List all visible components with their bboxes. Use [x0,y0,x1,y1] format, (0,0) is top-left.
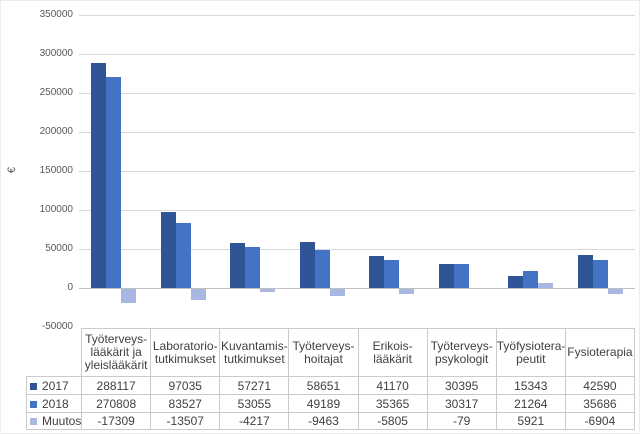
bar-Muutos-0 [121,289,136,303]
table-value-cell: -17309 [81,412,152,430]
table-value-cell: 15343 [495,376,566,395]
bar-Muutos-6 [538,283,553,288]
y-axis-tick-label: 300000 [39,48,73,59]
table-value-cell: 83527 [150,394,221,413]
bar-Muutos-2 [260,289,275,292]
data-table: Työterveys-lääkärit ja yleislääkärit Labor… [25,328,636,430]
table-header-cell: Laboratorio-tutkimukset [150,328,221,377]
table-value-cell: 49189 [288,394,359,413]
table-row-2018: 2018 270808 83527 53055 49189 35365 30317 21264… [25,394,636,413]
table-value-cell: -79 [426,412,497,430]
gridline [79,249,635,250]
legend-swatch-2017 [30,382,37,390]
table-value-cell: 35686 [564,394,636,413]
table-header-cell: Työterveys-hoitajat [288,328,359,377]
table-value-cell: -5805 [357,412,428,430]
bar-2018-0 [106,77,121,288]
table-header-cell: Kuvantamis-tutkimukset [219,328,290,377]
table-value-cell: 42590 [564,376,636,395]
bar-Muutos-3 [330,289,345,296]
bar-2018-5 [454,264,469,288]
bar-2017-5 [439,264,454,288]
legend-swatch-2018 [30,400,37,408]
bar-2017-1 [161,212,176,288]
plot-area [79,15,635,327]
gridline [79,210,635,211]
table-value-cell: -13507 [150,412,221,430]
table-row-Muutos: Muutos -17309 -13507 -4217 -9463 -5805 -79 5921… [25,412,636,430]
table-header-cell: Työterveys-psykologit [426,328,497,377]
y-axis-tick-label: 100000 [39,204,73,215]
bar-2018-1 [176,223,191,288]
bar-2017-0 [91,63,106,288]
table-value-cell: 57271 [219,376,290,395]
table-value-cell: 5921 [495,412,566,430]
bar-Muutos-4 [399,289,414,294]
bar-2017-3 [300,242,315,288]
gridline [79,132,635,133]
table-value-cell: -6904 [564,412,636,430]
table-value-cell: -4217 [219,412,290,430]
table-header-cell: Erikois-lääkärit [357,328,428,377]
table-value-cell: 21264 [495,394,566,413]
table-value-cell: 58651 [288,376,359,395]
bar-2018-4 [384,260,399,288]
zero-axis-line [79,288,635,289]
gridline [79,171,635,172]
bar-2018-2 [245,247,260,288]
table-corner-cell [27,329,82,377]
bar-Muutos-1 [191,289,206,300]
legend-swatch-Muutos [30,418,37,425]
y-axis-tick-label: 50000 [45,243,73,254]
table-value-cell: 97035 [150,376,221,395]
bar-2018-3 [315,250,330,288]
table-value-cell: -9463 [288,412,359,430]
table-value-cell: 288117 [81,376,152,395]
table-header-cell: Työterveys-lääkärit ja yleislääkärit [81,328,152,377]
gridline [79,15,635,16]
y-axis-tick-label: 250000 [39,87,73,98]
legend-cell-Muutos: Muutos [25,412,83,430]
gridline [79,54,635,55]
legend-label: 2018 [42,396,69,411]
table-value-cell: 30317 [426,394,497,413]
y-axis-tick-label: 200000 [39,126,73,137]
legend-label: Muutos [42,414,82,428]
legend-cell-2017: 2017 [25,376,83,395]
table-row-2017: 2017 288117 97035 57271 58651 41170 30395 15343… [25,376,636,395]
table-value-cell: 35365 [357,394,428,413]
table-header-cell: Työfysiotera-peutit [495,328,566,377]
y-axis-tick-label: 150000 [39,165,73,176]
table-value-cell: 41170 [357,376,428,395]
y-axis-tick-label: 350000 [39,9,73,20]
legend-cell-2018: 2018 [25,394,83,413]
bar-Muutos-7 [608,289,623,294]
bar-2017-6 [508,276,523,288]
y-axis-tick-label: -50000 [41,321,73,332]
bar-2017-7 [578,255,593,288]
y-axis-tick-label: 0 [67,282,73,293]
bar-2018-7 [593,260,608,288]
gridline [79,93,635,94]
bar-2017-4 [369,256,384,288]
table-header-cell: Fysioterapia [564,328,636,377]
bar-2018-6 [523,271,538,288]
bar-2017-2 [230,243,245,288]
legend-label: 2017 [42,378,69,393]
table-value-cell: 53055 [219,394,290,413]
table-value-cell: 30395 [426,376,497,395]
table-value-cell: 270808 [81,394,152,413]
